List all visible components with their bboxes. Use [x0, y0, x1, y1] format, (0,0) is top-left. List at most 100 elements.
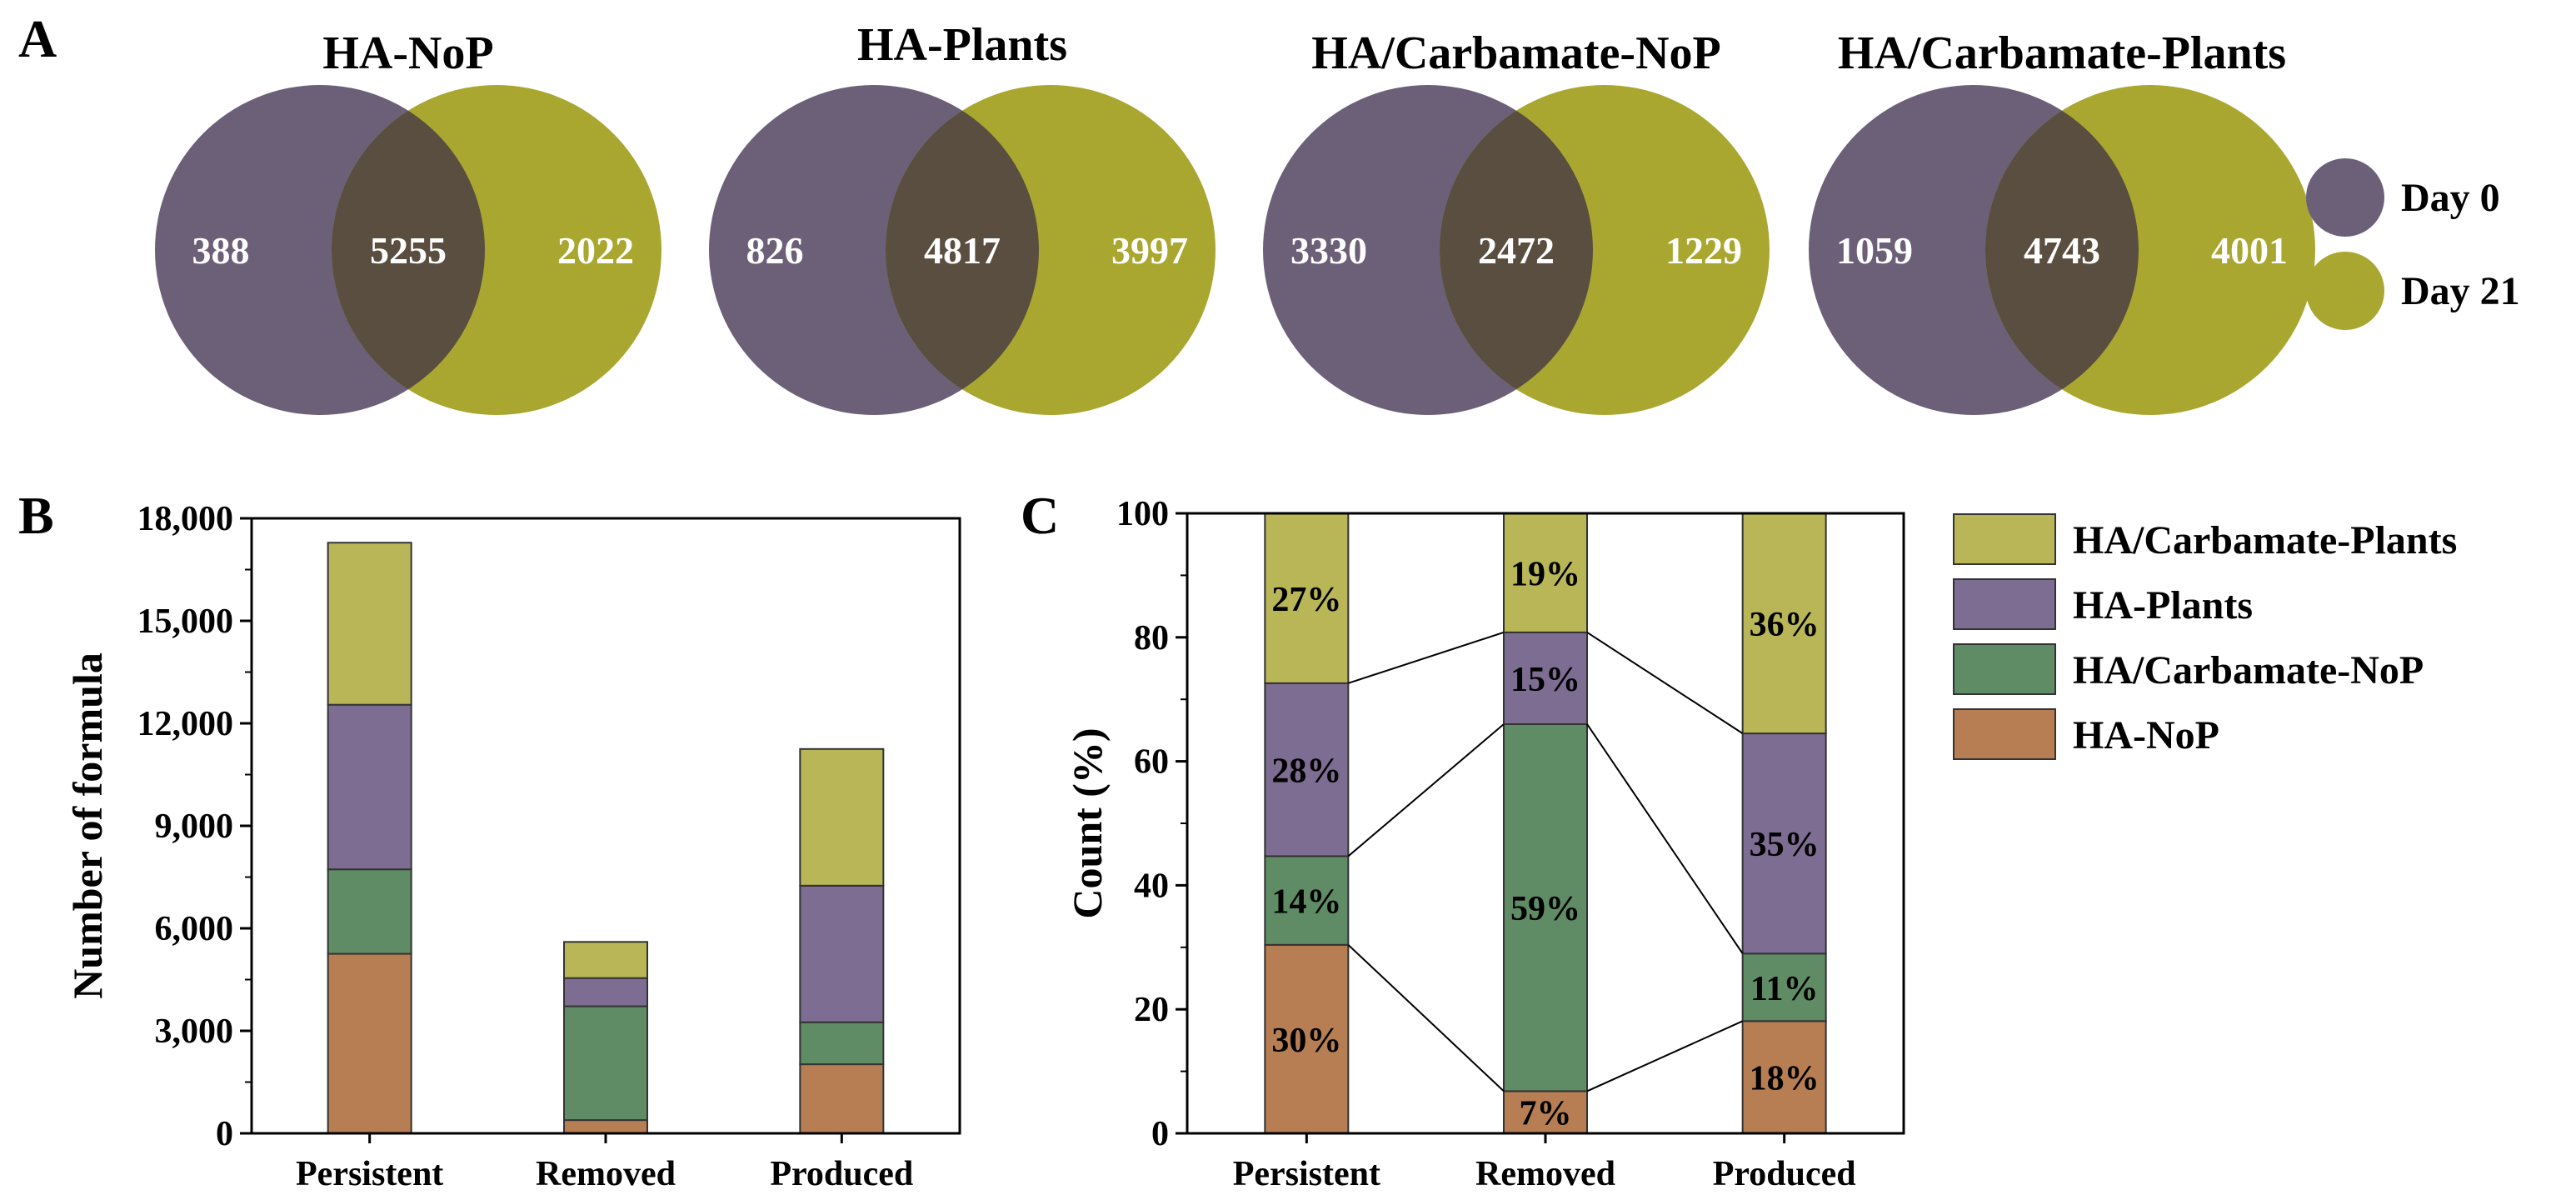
venn-shared-count: 4743: [2024, 229, 2100, 272]
venn-shared-count: 2472: [1478, 229, 1555, 272]
venn-title: HA-NoP: [322, 28, 493, 79]
legend-item-ha-nop: HA-NoP: [1953, 708, 2219, 760]
legend-swatch: [1953, 513, 2056, 565]
venn-day0-only-count: 826: [746, 229, 804, 272]
venn-shared-count: 5255: [370, 229, 447, 272]
bar-persistent-ha-nop: [1264, 943, 1350, 1134]
bars: [327, 542, 885, 1135]
bar-produced-ha-plants: [799, 884, 885, 1023]
venn-legend-item-day-0: Day 0: [2306, 158, 2500, 237]
venn-overlap-region: [886, 85, 1039, 415]
venn-legend-item-day-21: Day 21: [2306, 252, 2520, 330]
bar-produced-ha-plants: [1741, 732, 1827, 955]
y-tick-label: 0: [1151, 1115, 1169, 1153]
venn-day21-only-count: 4001: [2211, 229, 2288, 272]
data-label-produced-ha-carbamate-nop: 11%: [1750, 970, 1819, 1008]
data-label-removed-ha-carbamate-nop: 59%: [1510, 890, 1580, 928]
venn-overlap-region: [1985, 85, 2139, 415]
venn-legend-swatch: [2306, 158, 2384, 237]
data-label-persistent-ha-plants: 28%: [1271, 752, 1341, 791]
x-axis: Persistent Removed Produced: [296, 1133, 913, 1193]
y-tick-label: 60: [1134, 743, 1169, 782]
bar-removed-ha-plants: [1503, 631, 1588, 725]
stacked-bar-chart-percent: 30% 14% 28% 27% 7% 59% 15% 19% 18% 11% 35% 36% 0 20 40…: [1064, 495, 2457, 1193]
data-label-produced-ha-plants: 35%: [1750, 826, 1820, 864]
bar-produced-ha-nop: [1741, 1020, 1827, 1135]
x-tick-label-removed: Removed: [1475, 1155, 1615, 1193]
bar-removed-ha-carbamate-plants: [563, 941, 648, 979]
legend-swatch: [1953, 643, 2056, 695]
x-tick-label-produced: Produced: [770, 1155, 913, 1193]
bar-persistent-ha-carbamate-nop: [327, 868, 412, 955]
legend-label: HA/Carbamate-NoP: [2073, 648, 2424, 692]
venn-legend-swatch: [2306, 252, 2384, 330]
y-tick-label: 0: [216, 1115, 233, 1153]
venn-day0-only-count: 1059: [1836, 229, 1913, 272]
bar-persistent-ha-nop: [327, 952, 412, 1135]
legend-swatch: [1953, 578, 2056, 630]
x-axis: Persistent Removed Produced: [1233, 1133, 1856, 1193]
y-tick-label: 18,000: [137, 500, 234, 538]
bar-persistent-ha-plants: [327, 703, 412, 871]
venn-ha-carbamate-plants: HA/Carbamate-Plants 1059 4743 4001: [1809, 28, 2315, 415]
bar-removed-ha-carbamate-plants: [1503, 512, 1588, 633]
bar-persistent-ha-carbamate-plants: [327, 542, 412, 706]
bar-removed-ha-carbamate-nop: [1503, 722, 1588, 1092]
y-tick-label: 100: [1116, 495, 1169, 533]
bar-produced-ha-carbamate-plants: [799, 748, 885, 887]
panel-letter-b: B: [18, 486, 54, 545]
connector-ha-plants: [1586, 632, 1744, 734]
bar-produced-ha-carbamate-nop: [799, 1021, 885, 1066]
legend-label: HA-NoP: [2073, 713, 2219, 758]
legend-swatch: [1953, 708, 2056, 760]
y-tick-label: 12,000: [137, 705, 234, 743]
data-label-removed-ha-carbamate-plants: 19%: [1510, 555, 1580, 593]
venn-legend-label: Day 21: [2401, 269, 2520, 313]
venn-ha-carbamate-nop: HA/Carbamate-NoP 3330 2472 1229: [1263, 28, 1770, 415]
data-label-persistent-ha-nop: 30%: [1271, 1022, 1341, 1060]
bar-removed-ha-nop: [1503, 1090, 1588, 1134]
x-tick-label-removed: Removed: [536, 1155, 676, 1193]
venn-day0-only-count: 388: [192, 229, 250, 272]
y-tick-label: 9,000: [155, 808, 234, 846]
connector-ha-nop: [1586, 1020, 1744, 1092]
venn-day21-only-count: 3997: [1111, 229, 1188, 272]
y-axis-title: Count (%): [1064, 728, 1111, 918]
venn-ha-plants: HA-Plants 826 4817 3997: [709, 19, 1216, 415]
legend-label: HA-Plants: [2073, 583, 2253, 628]
venn-legend-label: Day 0: [2401, 176, 2500, 220]
legend-label: HA/Carbamate-Plants: [2073, 518, 2457, 562]
legend-item-ha-plants: HA-Plants: [1953, 578, 2253, 630]
bar-legend: HA/Carbamate-Plants HA-Plants HA/Carbamate…: [1953, 513, 2457, 760]
x-tick-label-persistent: Persistent: [296, 1155, 443, 1193]
y-axis-title: Number of formula: [64, 652, 111, 999]
y-tick-label: 40: [1134, 867, 1169, 905]
venn-day21-only-count: 1229: [1665, 229, 1742, 272]
venn-title: HA/Carbamate-Plants: [1838, 28, 2286, 79]
data-label-produced-ha-nop: 18%: [1750, 1060, 1820, 1098]
bar-removed-ha-carbamate-nop: [563, 1005, 648, 1122]
connector-lines: [1347, 631, 1744, 1092]
bar-persistent-ha-carbamate-plants: [1264, 512, 1350, 684]
bar-persistent-ha-carbamate-nop: [1264, 855, 1350, 946]
venn-overlap-region: [1440, 85, 1593, 415]
y-axis: 0 3,000 6,000 9,000 12,000 15,000 18,000: [137, 500, 252, 1153]
venn-title: HA/Carbamate-NoP: [1311, 28, 1720, 79]
data-label-persistent-ha-carbamate-nop: 14%: [1271, 883, 1341, 922]
data-label-removed-ha-plants: 15%: [1510, 661, 1580, 699]
venn-day0-only-count: 3330: [1290, 229, 1367, 272]
bars: 30% 14% 28% 27% 7% 59% 15% 19% 18% 11% 35% 36%: [1264, 512, 1827, 1135]
panel-letter-a: A: [18, 9, 57, 68]
legend-item-ha-carbamate-plants: HA/Carbamate-Plants: [1953, 513, 2457, 565]
bar-produced-ha-nop: [799, 1063, 885, 1135]
data-label-produced-ha-carbamate-plants: 36%: [1750, 606, 1820, 644]
bar-produced-ha-carbamate-nop: [1741, 952, 1827, 1022]
venn-title: HA-Plants: [857, 19, 1067, 71]
panel-letter-c: C: [1021, 486, 1059, 545]
legend-item-ha-carbamate-nop: HA/Carbamate-NoP: [1953, 643, 2424, 695]
y-tick-label: 6,000: [155, 910, 234, 948]
stacked-bar-chart-counts: 0 3,000 6,000 9,000 12,000 15,000 18,000 Persis…: [64, 500, 961, 1193]
connector-ha-carbamate-nop: [1586, 723, 1744, 954]
connector-ha-carbamate-nop: [1347, 723, 1505, 858]
